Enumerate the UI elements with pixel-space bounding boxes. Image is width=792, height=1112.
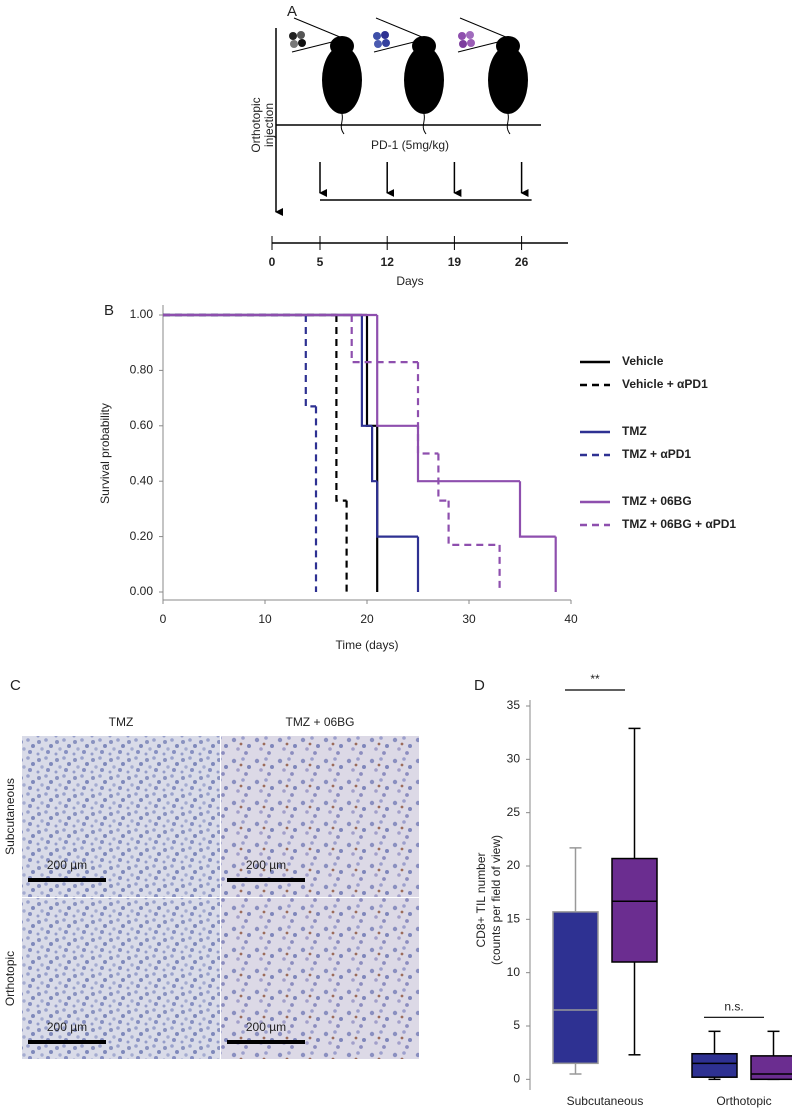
significance-label: n.s. xyxy=(724,1000,743,1014)
y-tick-label: 35 xyxy=(507,698,521,712)
days-ticks: 0 5 12 19 26 xyxy=(269,162,532,269)
y-tick-label: 25 xyxy=(507,805,521,819)
y-tick-label: 10 xyxy=(507,965,521,979)
micrograph xyxy=(22,898,220,1059)
panel-letter: A xyxy=(287,3,297,20)
treatment-label: PD-1 (5mg/kg) xyxy=(371,138,449,152)
x-tick-label: Orthotopic xyxy=(716,1094,771,1108)
y-axis-label: CD8+ TIL number xyxy=(474,852,488,947)
panel-letter: C xyxy=(10,677,21,694)
y-tick-label: 0.20 xyxy=(130,529,154,543)
column-title: TMZ xyxy=(109,715,134,729)
legend-label: TMZ + αPD1 xyxy=(622,447,691,461)
scale-bar xyxy=(28,878,106,882)
y-tick-label: 5 xyxy=(513,1018,520,1032)
day-label: 5 xyxy=(317,255,324,269)
day-label: 12 xyxy=(381,255,395,269)
injection-label: injection xyxy=(262,103,276,147)
y-tick-label: 0.40 xyxy=(130,473,154,487)
survival-step xyxy=(437,453,449,502)
box xyxy=(691,1052,738,1078)
y-axis-label: (counts per field of view) xyxy=(489,835,503,965)
x-axis-label: Time (days) xyxy=(336,638,399,652)
scale-bar-label: 200 µm xyxy=(47,858,87,872)
micrograph xyxy=(221,898,419,1059)
x-tick-label: 40 xyxy=(564,612,578,626)
scale-bar xyxy=(227,878,305,882)
day-label: 19 xyxy=(448,255,462,269)
day-label: 0 xyxy=(269,255,276,269)
survival-step xyxy=(360,315,373,427)
survival-step xyxy=(304,315,316,408)
row-title: Orthotopic xyxy=(3,951,17,1006)
survival-step xyxy=(371,425,378,483)
scale-bar-label: 200 µm xyxy=(246,1020,286,1034)
y-tick-label: 0 xyxy=(513,1072,520,1086)
micrographs: TMZ 200 µm 200 µm TMZ + 06BG 200 µm 200 µm Sub… xyxy=(3,715,419,1059)
injection-label: Orthotopic xyxy=(249,97,263,152)
survival-step xyxy=(376,481,418,538)
day-label: 26 xyxy=(515,255,529,269)
y-tick-label: 0.80 xyxy=(130,363,154,377)
mice-schematic xyxy=(289,17,528,135)
y-axis-label: Survival probability xyxy=(98,403,112,504)
y-tick-label: 0.00 xyxy=(130,584,154,598)
y-tick-label: 30 xyxy=(507,752,521,766)
legend-label: TMZ xyxy=(622,424,647,438)
survival-step xyxy=(365,315,378,427)
micrograph xyxy=(22,736,220,897)
y-tick-label: 20 xyxy=(507,858,521,872)
legend-label: Vehicle xyxy=(622,354,664,368)
survival-step xyxy=(335,315,347,502)
panel-letter: B xyxy=(104,302,114,319)
days-label: Days xyxy=(396,274,423,288)
legend-label: TMZ + 06BG + αPD1 xyxy=(622,517,736,531)
box xyxy=(552,911,599,1065)
box xyxy=(750,1055,792,1081)
y-tick-label: 15 xyxy=(507,912,521,926)
legend-label: Vehicle + αPD1 xyxy=(622,377,708,391)
scale-bar xyxy=(28,1040,106,1044)
box xyxy=(611,857,658,963)
x-tick-label: 0 xyxy=(160,612,167,626)
survival-step xyxy=(518,481,556,538)
survival-step xyxy=(376,315,418,427)
row-title: Subcutaneous xyxy=(3,778,17,855)
x-tick-label: 10 xyxy=(258,612,272,626)
y-tick-label: 0.60 xyxy=(130,418,154,432)
x-tick-label: Subcutaneous xyxy=(567,1094,644,1108)
significance-label: ** xyxy=(590,672,600,686)
survival-step xyxy=(416,425,520,483)
scale-bar-label: 200 µm xyxy=(47,1020,87,1034)
x-tick-label: 20 xyxy=(360,612,374,626)
survival-step xyxy=(416,362,439,455)
x-tick-label: 30 xyxy=(462,612,476,626)
column-title: TMZ + 06BG xyxy=(285,715,354,729)
legend-label: TMZ + 06BG xyxy=(622,494,692,508)
panel-letter: D xyxy=(474,677,485,694)
scale-bar-label: 200 µm xyxy=(246,858,286,872)
micrograph xyxy=(221,736,419,897)
charts: B 0.00 0.20 0.40 0.60 0.80 1.00 0 10 20 30 40 Time (… xyxy=(98,302,792,1108)
y-tick-label: 1.00 xyxy=(130,307,154,321)
scale-bar xyxy=(227,1040,305,1044)
survival-step xyxy=(447,500,500,547)
survival-step xyxy=(350,315,418,364)
